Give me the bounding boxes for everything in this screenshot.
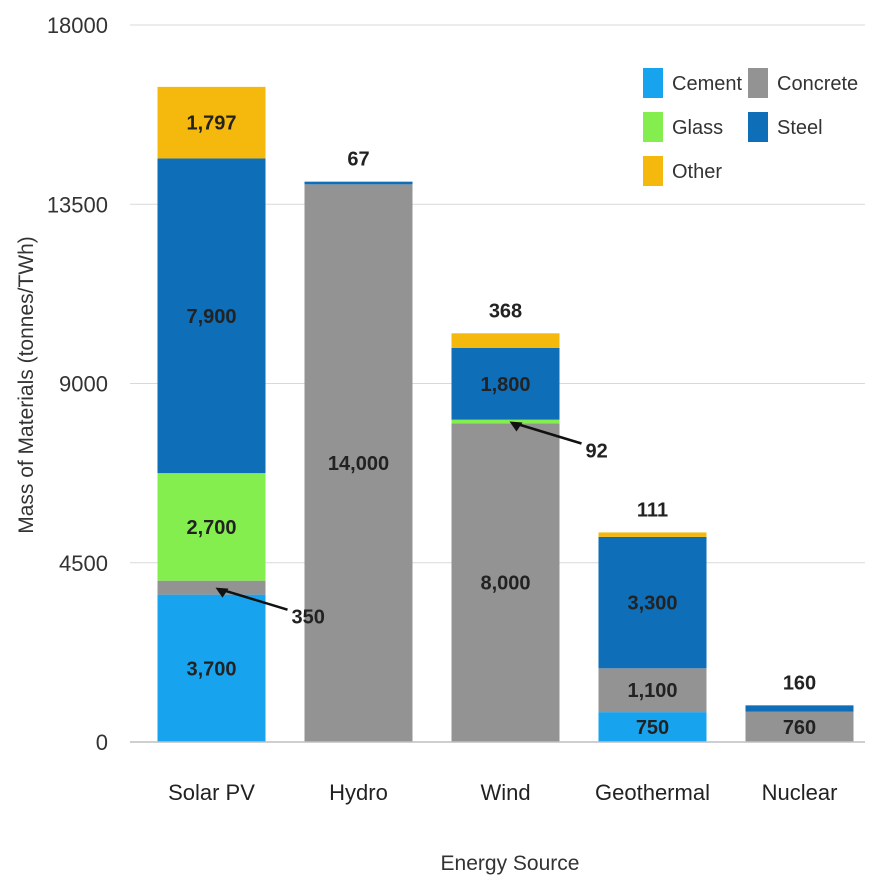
data-label-hydro-concrete: 14,000 — [328, 453, 389, 475]
legend-swatch-glass — [643, 112, 663, 142]
x-tick-label-wind: Wind — [480, 780, 530, 805]
data-label-geothermal-concrete: 1,100 — [627, 680, 677, 702]
legend-label-other: Other — [672, 161, 722, 183]
legend-label-cement: Cement — [672, 73, 742, 95]
x-tick-label-solar-pv: Solar PV — [168, 780, 255, 805]
data-label-wind-glass: 92 — [586, 441, 608, 463]
bar-wind-steel — [451, 347, 560, 420]
bar-geothermal-concrete — [598, 668, 707, 713]
data-label-wind-glass-arrowhead — [509, 421, 523, 432]
legend-label-steel: Steel — [777, 117, 823, 139]
bar-hydro-concrete — [304, 184, 413, 743]
x-tick-label-geothermal: Geothermal — [595, 780, 710, 805]
bar-geothermal-steel — [598, 536, 707, 669]
data-label-geothermal-cement: 750 — [636, 717, 669, 739]
data-label-geothermal-other: 111 — [637, 499, 668, 521]
legend-swatch-other — [643, 156, 663, 186]
data-label-solar-pv-concrete-arrowhead — [215, 587, 229, 598]
y-axis-title: Mass of Materials (tonnes/TWh) — [15, 236, 38, 534]
data-label-nuclear-concrete: 760 — [783, 717, 816, 739]
data-label-solar-pv-other: 1,797 — [186, 113, 236, 135]
data-label-solar-pv-concrete-arrow — [221, 588, 288, 611]
bar-wind-other — [451, 333, 560, 348]
x-tick-label-nuclear: Nuclear — [762, 780, 838, 805]
bar-solar-pv-glass — [157, 473, 266, 581]
bar-solar-pv-concrete — [157, 580, 266, 595]
bar-nuclear-steel — [745, 705, 854, 712]
data-label-solar-pv-glass: 2,700 — [186, 517, 236, 539]
bar-nuclear-concrete — [745, 711, 854, 742]
bar-solar-pv-other — [157, 86, 266, 159]
y-tick-label-4500: 4500 — [59, 551, 108, 576]
data-label-wind-steel: 1,800 — [480, 374, 530, 396]
legend-label-glass: Glass — [672, 117, 723, 139]
data-label-solar-pv-steel: 7,900 — [186, 306, 236, 328]
axes: 0 4500 9000 13500 18000 Solar PV Hydro Wind Geot… — [47, 13, 865, 805]
data-label-wind-other: 368 — [489, 300, 522, 322]
x-tick-label-hydro: Hydro — [329, 780, 388, 805]
y-tick-label-13500: 13500 — [47, 192, 108, 217]
legend-label-concrete: Concrete — [777, 73, 858, 95]
y-tick-label-0: 0 — [96, 730, 108, 755]
bar-wind-concrete — [451, 423, 560, 742]
data-label-solar-pv-concrete: 350 — [292, 607, 325, 629]
data-label-geothermal-steel: 3,300 — [627, 593, 677, 615]
bar-wind-glass — [451, 419, 560, 424]
legend-swatch-cement — [643, 68, 663, 98]
bar-geothermal-cement — [598, 712, 707, 742]
data-label-wind-concrete: 8,000 — [480, 573, 530, 595]
data-label-nuclear-steel: 160 — [783, 672, 816, 694]
legend-swatch-steel — [748, 112, 768, 142]
bars — [157, 86, 854, 743]
data-label-wind-glass-arrow — [515, 422, 582, 445]
legend-swatch-concrete — [748, 68, 768, 98]
data-label-solar-pv-cement: 3,700 — [186, 658, 236, 680]
bar-solar-pv-cement — [157, 594, 266, 742]
bar-hydro-steel — [304, 181, 413, 185]
data-label-hydro-steel: 67 — [347, 149, 369, 171]
y-tick-label-9000: 9000 — [59, 372, 108, 397]
data-labels: 3,700 350 2,700 7,900 1,797 14,000 67 8,000 92 1,… — [186, 113, 816, 739]
bar-geothermal-other — [598, 532, 707, 537]
y-tick-label-18000: 18000 — [47, 13, 108, 38]
legend: Cement Concrete Glass Steel Other — [643, 68, 858, 186]
bar-solar-pv-steel — [157, 158, 266, 474]
x-axis-title: Energy Source — [441, 852, 580, 875]
